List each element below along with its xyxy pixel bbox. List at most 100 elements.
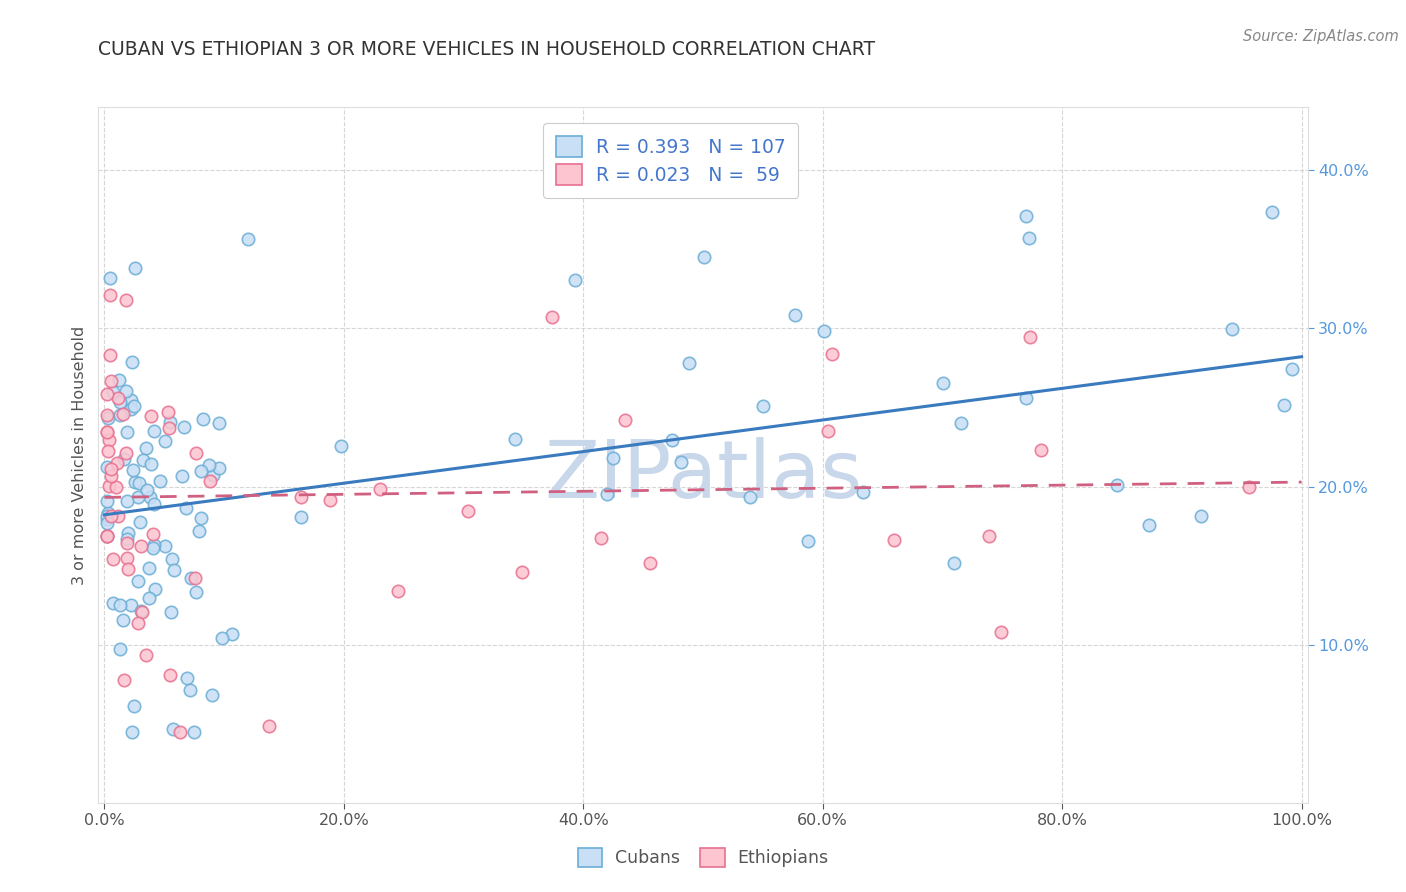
Point: [330, 439, 353, 453]
Point: [852, 484, 875, 499]
Point: [1261, 204, 1284, 219]
Point: [98, 287, 121, 301]
Point: [107, 391, 129, 405]
Point: [693, 250, 716, 264]
Point: [143, 538, 166, 552]
Point: [678, 356, 700, 370]
Point: [96, 409, 118, 423]
Point: [541, 310, 564, 325]
Point: [98, 270, 121, 285]
Point: [1220, 322, 1243, 336]
Point: [290, 510, 312, 524]
Point: [127, 490, 149, 504]
Point: [221, 627, 243, 641]
Point: [138, 491, 160, 505]
Text: Source: ZipAtlas.com: Source: ZipAtlas.com: [1243, 29, 1399, 44]
Point: [98, 348, 121, 362]
Point: [990, 625, 1012, 640]
Point: [638, 556, 661, 570]
Point: [238, 232, 260, 246]
Point: [127, 574, 149, 588]
Point: [110, 394, 132, 409]
Point: [96, 494, 118, 508]
Point: [1281, 361, 1303, 376]
Point: [1019, 330, 1042, 344]
Point: [176, 500, 198, 515]
Text: ZIPatlas: ZIPatlas: [544, 437, 862, 515]
Point: [661, 433, 683, 447]
Point: [120, 402, 142, 417]
Point: [115, 494, 138, 508]
Y-axis label: 3 or more Vehicles in Household: 3 or more Vehicles in Household: [72, 326, 87, 584]
Point: [186, 446, 208, 460]
Point: [143, 582, 166, 596]
Point: [190, 464, 212, 478]
Text: CUBAN VS ETHIOPIAN 3 OR MORE VEHICLES IN HOUSEHOLD CORRELATION CHART: CUBAN VS ETHIOPIAN 3 OR MORE VEHICLES IN…: [98, 40, 876, 59]
Point: [142, 526, 165, 541]
Point: [738, 491, 761, 505]
Point: [179, 682, 201, 697]
Point: [589, 531, 612, 545]
Point: [159, 415, 181, 429]
Point: [290, 491, 312, 505]
Point: [136, 483, 159, 498]
Point: [111, 614, 134, 628]
Point: [208, 460, 231, 475]
Point: [101, 385, 124, 400]
Point: [138, 591, 160, 605]
Point: [169, 724, 191, 739]
Point: [108, 408, 131, 422]
Point: [387, 583, 409, 598]
Point: [142, 541, 165, 555]
Point: [101, 551, 124, 566]
Point: [1189, 509, 1212, 524]
Point: [950, 416, 973, 430]
Point: [115, 384, 138, 399]
Point: [1105, 477, 1128, 491]
Point: [96, 386, 118, 401]
Point: [184, 585, 207, 599]
Point: [135, 442, 157, 456]
Point: [124, 260, 146, 275]
Point: [564, 273, 586, 287]
Point: [115, 532, 138, 546]
Point: [457, 504, 479, 518]
Point: [138, 561, 160, 575]
Point: [143, 424, 166, 438]
Point: [170, 469, 193, 483]
Point: [183, 724, 205, 739]
Legend: Cubans, Ethiopians: Cubans, Ethiopians: [571, 841, 835, 874]
Point: [135, 648, 157, 663]
Point: [122, 699, 145, 714]
Point: [139, 409, 162, 424]
Point: [319, 493, 342, 508]
Point: [105, 456, 128, 470]
Point: [198, 458, 221, 472]
Point: [783, 308, 806, 322]
Point: [163, 563, 186, 577]
Point: [1015, 209, 1038, 223]
Point: [100, 509, 122, 524]
Point: [115, 293, 138, 307]
Point: [110, 598, 132, 612]
Point: [96, 516, 118, 530]
Point: [112, 407, 135, 421]
Point: [121, 355, 143, 369]
Point: [159, 668, 181, 682]
Point: [669, 455, 692, 469]
Point: [115, 550, 138, 565]
Point: [596, 487, 619, 501]
Point: [107, 509, 129, 524]
Point: [1272, 398, 1295, 412]
Point: [96, 529, 118, 543]
Point: [108, 373, 131, 387]
Point: [117, 525, 139, 540]
Point: [155, 434, 177, 448]
Point: [124, 475, 146, 489]
Point: [1018, 231, 1040, 245]
Point: [143, 497, 166, 511]
Point: [208, 416, 231, 430]
Point: [115, 536, 138, 550]
Point: [162, 723, 184, 737]
Point: [1237, 480, 1260, 494]
